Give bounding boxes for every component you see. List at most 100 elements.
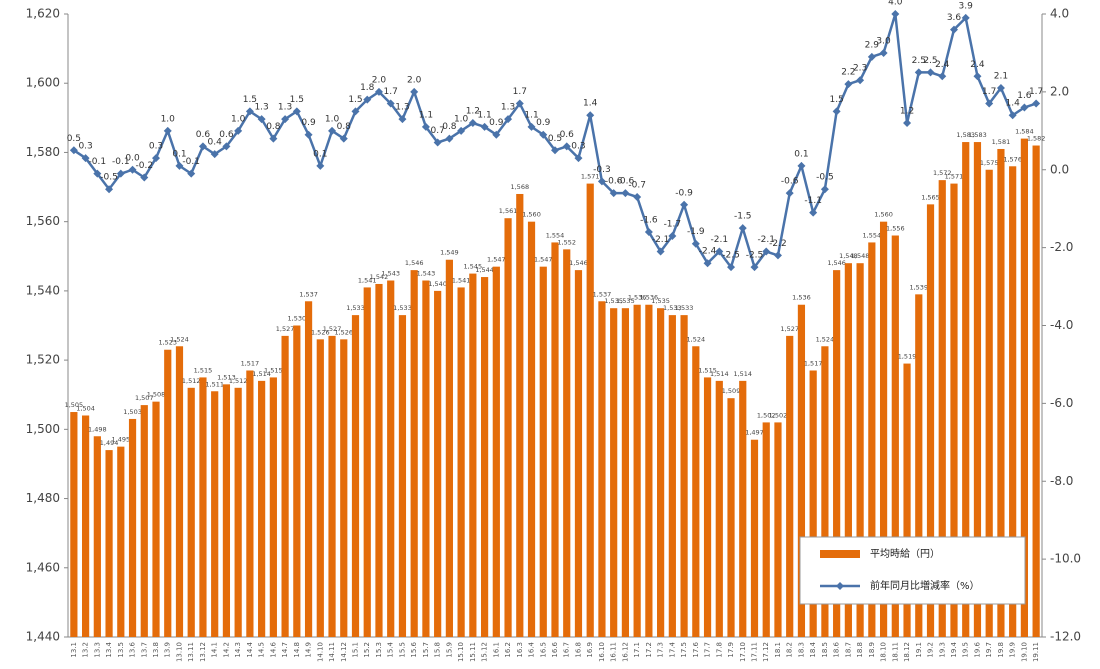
line-label: 0.8 — [266, 122, 281, 132]
bar — [293, 325, 301, 637]
line-marker — [515, 99, 524, 108]
line-marker — [985, 99, 994, 108]
bar — [633, 304, 641, 637]
bar — [199, 377, 207, 637]
bar — [187, 387, 195, 637]
x-tick-label: 17.2 — [645, 642, 653, 658]
x-tick-label: 17.8 — [715, 642, 723, 658]
line-label: -0.5 — [816, 173, 834, 183]
line-marker — [856, 76, 865, 85]
line-marker — [445, 134, 454, 143]
bar-label: 1,560 — [874, 211, 893, 219]
x-tick-label: 15.6 — [410, 641, 418, 657]
bar — [211, 391, 219, 637]
x-tick-label: 13.7 — [140, 642, 148, 658]
bar — [105, 450, 113, 637]
line-label: 1.3 — [254, 103, 268, 113]
bar-label: 1,535 — [616, 297, 635, 305]
x-tick-label: 16.3 — [516, 642, 524, 658]
x-tick-label: 16.2 — [504, 642, 512, 658]
line-label: 1.0 — [161, 114, 176, 124]
bar — [398, 315, 407, 637]
y-tick-label: 1,520 — [26, 353, 60, 367]
line-label: 0.6 — [219, 130, 234, 140]
bar-label: 1,544 — [475, 266, 494, 274]
bar-label: 1,533 — [393, 304, 412, 312]
bar-label: 1,502 — [757, 411, 776, 419]
bar — [762, 422, 770, 637]
x-tick-label: 14.12 — [340, 642, 348, 662]
x-tick-label: 17.3 — [657, 642, 665, 658]
x-tick-label: 16.7 — [563, 642, 571, 658]
line-marker — [644, 228, 653, 237]
line-marker — [421, 122, 430, 131]
bar-label: 1,548 — [851, 252, 870, 260]
line-label: 0.3 — [78, 142, 92, 152]
line-label: 1.0 — [231, 114, 246, 124]
line-label: 0.3 — [149, 142, 163, 152]
x-tick-label: 15.7 — [422, 642, 430, 658]
line-label: -0.6 — [781, 177, 799, 187]
bar-label: 1,533 — [675, 304, 694, 312]
line-marker — [961, 13, 970, 22]
bar-label: 1,530 — [288, 315, 307, 323]
bar — [539, 266, 547, 637]
bar — [821, 346, 829, 637]
bar — [750, 439, 759, 637]
bar-label: 1,583 — [968, 131, 987, 139]
bar-label: 1,509 — [722, 387, 741, 395]
line-marker — [163, 126, 172, 135]
bar-label: 1,519 — [898, 353, 917, 361]
legend-label: 前年同月比増減率（%） — [870, 579, 980, 592]
y2-tick-label: 2.0 — [1050, 84, 1069, 98]
bar — [598, 301, 606, 637]
line-marker — [374, 87, 383, 96]
x-tick-label: 17.9 — [727, 642, 735, 658]
x-tick-label: 16.8 — [574, 642, 582, 658]
x-tick-label: 18.6 — [833, 641, 841, 657]
line-label: -0.1 — [112, 157, 130, 167]
line-label: -0.9 — [675, 188, 693, 198]
line-label: -2.5 — [746, 251, 764, 261]
x-tick-label: 19.6 — [973, 641, 981, 657]
x-tick-label: 14.4 — [246, 641, 254, 657]
line-label: -0.1 — [182, 157, 200, 167]
line-label: 2.0 — [407, 75, 422, 85]
x-tick-label: 14.6 — [269, 641, 277, 657]
y2-tick-label: -4.0 — [1050, 318, 1073, 332]
line-label: 0.8 — [337, 122, 352, 132]
line-marker — [304, 130, 313, 139]
bar-label: 1,512 — [229, 377, 248, 385]
line-label: 0.3 — [571, 142, 585, 152]
legend-swatch — [820, 550, 860, 558]
line-marker — [809, 208, 818, 217]
line-marker — [820, 185, 829, 194]
bar-label: 1,581 — [992, 138, 1011, 146]
x-tick-label: 13.5 — [117, 642, 125, 658]
line-label: -2.5 — [722, 251, 740, 261]
bar-label: 1,527 — [276, 325, 295, 333]
x-tick-label: 14.11 — [328, 642, 336, 662]
line-marker — [363, 95, 372, 104]
line-label: -1.6 — [640, 216, 658, 226]
bar-label: 1,524 — [687, 335, 706, 343]
line-marker — [797, 161, 806, 170]
line-marker — [715, 247, 724, 256]
bar — [879, 221, 888, 637]
legend-label: 平均時給（円） — [870, 547, 940, 560]
line-marker — [586, 111, 595, 120]
line-label: 1.3 — [501, 103, 515, 113]
line-label: 1.2 — [900, 107, 914, 117]
x-tick-label: 18.4 — [809, 641, 817, 657]
bar — [222, 384, 231, 637]
x-tick-label: 14.7 — [281, 642, 289, 658]
line-label: 1.5 — [829, 95, 843, 105]
line-label: 0.1 — [172, 149, 186, 159]
line-marker — [105, 185, 114, 194]
bar — [692, 346, 700, 637]
x-tick-label: 15.12 — [481, 642, 489, 662]
bar — [246, 370, 254, 637]
line-marker — [1020, 103, 1029, 112]
line-label: 2.4 — [935, 60, 950, 70]
x-tick-label: 15.3 — [375, 642, 383, 658]
